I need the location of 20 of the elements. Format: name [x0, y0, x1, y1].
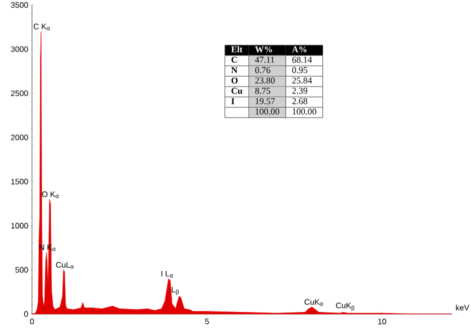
- annotation: 2.39: [292, 88, 308, 94]
- annotation: W%: [255, 46, 272, 52]
- annotation: N: [231, 67, 238, 74]
- annotation: Cu: [232, 88, 242, 94]
- annotation: 47.11: [255, 56, 274, 63]
- annotation: 0.95: [292, 67, 308, 74]
- annotation: 100.00: [292, 108, 316, 115]
- annotation: C: [232, 56, 237, 63]
- annotation: 23.80: [255, 77, 275, 84]
- annotation: 0.76: [255, 67, 270, 74]
- annotation: 25.84: [292, 77, 312, 84]
- annotation: 8.75: [255, 88, 270, 94]
- annotation: 100.00: [256, 108, 280, 115]
- annotation: O: [232, 77, 238, 84]
- annotation: 68.14: [292, 56, 312, 63]
- annotation: Elt: [231, 46, 243, 52]
- annotation: I: [231, 98, 234, 104]
- annotation: 2.68: [292, 98, 308, 104]
- annotation: A%: [292, 46, 307, 52]
- annotation: 19.57: [256, 98, 275, 104]
